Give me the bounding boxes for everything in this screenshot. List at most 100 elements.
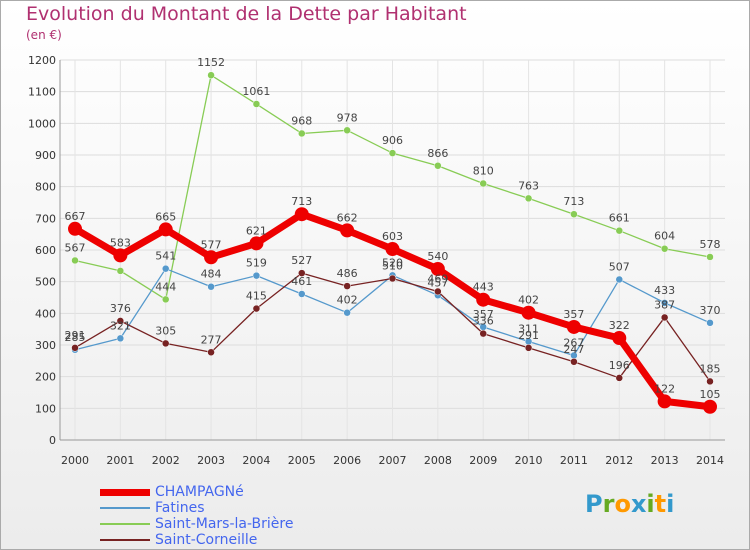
data-point	[116, 317, 125, 325]
data-point	[298, 269, 306, 277]
logo-letter: i	[646, 490, 655, 518]
data-point	[158, 222, 173, 237]
data-label: 763	[518, 179, 539, 192]
y-tick-label: 100	[35, 402, 56, 415]
logo-letter: i	[666, 490, 675, 518]
data-point	[434, 162, 442, 170]
logo-letter: x	[630, 490, 647, 518]
x-tick-label: 2013	[651, 454, 679, 467]
data-label: 402	[518, 294, 539, 307]
x-tick-label: 2000	[61, 454, 89, 467]
data-label: 507	[609, 260, 630, 273]
data-label: 527	[291, 254, 312, 267]
data-point	[521, 305, 536, 320]
data-point	[204, 250, 219, 265]
data-point	[566, 319, 581, 334]
data-point	[706, 253, 714, 261]
legend-label: CHAMPAGNé	[155, 484, 244, 500]
y-tick-label: 300	[35, 339, 56, 352]
data-point	[68, 221, 82, 236]
data-point	[340, 223, 355, 238]
data-label: 443	[473, 281, 494, 294]
data-point	[479, 329, 487, 338]
data-point	[615, 226, 624, 235]
data-point	[294, 207, 309, 222]
data-point	[570, 358, 578, 366]
x-tick-label: 2008	[424, 454, 452, 467]
data-label: 444	[155, 280, 176, 293]
data-label: 968	[291, 114, 312, 127]
data-label: 105	[700, 388, 721, 401]
data-label: 376	[110, 302, 131, 315]
data-label: 469	[427, 272, 448, 285]
data-point	[113, 248, 128, 263]
x-tick-label: 2011	[560, 454, 588, 467]
data-label: 662	[337, 211, 358, 224]
y-tick-label: 200	[35, 371, 56, 384]
data-label: 247	[563, 343, 584, 356]
data-label: 978	[337, 111, 358, 124]
x-tick-label: 2007	[379, 454, 407, 467]
data-point	[385, 242, 400, 257]
data-label: 122	[654, 382, 675, 395]
y-tick-label: 1100	[28, 86, 56, 99]
x-tick-label: 2001	[106, 454, 134, 467]
x-tick-label: 2004	[242, 454, 270, 467]
data-label: 336	[473, 315, 494, 328]
data-point	[524, 344, 533, 352]
data-label: 457	[427, 276, 448, 289]
data-label: 665	[155, 210, 176, 223]
data-label: 305	[155, 324, 176, 337]
data-label: 520	[382, 256, 403, 269]
x-tick-label: 2006	[333, 454, 361, 467]
x-tick-label: 2012	[605, 454, 633, 467]
y-tick-label: 1200	[28, 54, 56, 67]
data-point	[476, 292, 491, 307]
data-label: 433	[654, 284, 675, 297]
data-label: 713	[563, 195, 584, 208]
data-point	[430, 262, 445, 276]
chart-subtitle: (en €)	[26, 28, 62, 42]
legend-swatch	[100, 539, 150, 541]
data-point	[706, 319, 714, 327]
data-point	[116, 267, 125, 275]
data-label: 357	[473, 308, 494, 321]
y-tick-label: 900	[35, 149, 56, 162]
data-point	[706, 377, 714, 386]
data-label: 357	[563, 308, 584, 321]
data-label: 603	[382, 230, 403, 243]
data-point	[615, 275, 624, 284]
data-label: 277	[201, 333, 222, 346]
data-point	[660, 244, 669, 253]
data-label: 402	[337, 294, 358, 307]
data-label: 322	[609, 319, 630, 332]
data-label: 185	[700, 362, 721, 375]
data-point	[570, 210, 578, 218]
data-label: 667	[65, 210, 86, 223]
data-label: 1061	[242, 85, 270, 98]
data-point	[298, 129, 306, 138]
data-label: 1152	[197, 56, 225, 69]
data-label: 604	[654, 230, 675, 243]
data-point	[612, 331, 627, 346]
data-label: 267	[563, 336, 584, 349]
data-point	[71, 256, 79, 265]
data-point	[161, 339, 170, 348]
data-label: 621	[246, 224, 267, 237]
x-tick-label: 2010	[515, 454, 543, 467]
data-point	[615, 374, 624, 382]
data-point	[660, 313, 669, 322]
y-tick-label: 600	[35, 244, 56, 257]
data-label: 291	[518, 329, 539, 342]
data-point	[343, 282, 351, 290]
logo-letter: P	[585, 490, 603, 518]
y-tick-label: 0	[49, 434, 56, 447]
data-label: 810	[473, 165, 494, 178]
data-label: 461	[291, 275, 312, 288]
data-point	[479, 179, 487, 188]
data-point	[388, 149, 397, 157]
data-label: 321	[110, 319, 131, 332]
x-tick-label: 2009	[469, 454, 497, 467]
data-point	[116, 334, 125, 343]
data-point	[207, 282, 215, 291]
